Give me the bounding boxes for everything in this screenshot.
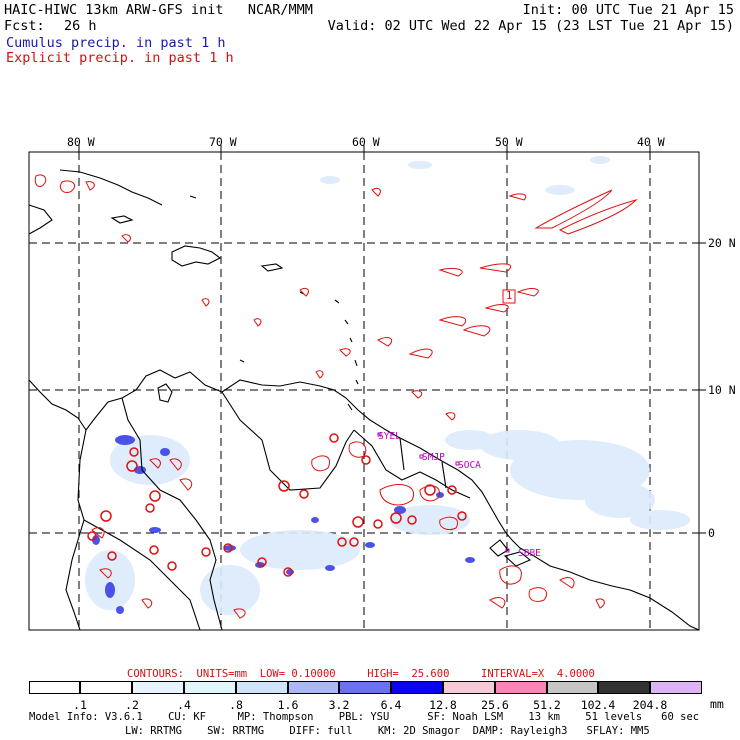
colorbar-label-11: 204.8 <box>632 698 668 712</box>
colorbar-box-10 <box>547 681 598 694</box>
colorbar-box-0 <box>29 681 80 694</box>
colorbar-label-3: .8 <box>229 698 243 712</box>
forecast-hours: 26 h <box>64 18 97 34</box>
model-info-line2: LW: RRTMG SW: RRTMG DIFF: full KM: 2D Sm… <box>125 725 650 737</box>
colorbar-units: mm <box>710 697 724 711</box>
colorbar-label-7: 12.8 <box>429 698 457 712</box>
colorbar-box-7 <box>391 681 443 694</box>
coastlines <box>28 169 700 631</box>
colorbar-label-4: 1.6 <box>277 698 299 712</box>
colorbar-box-4 <box>236 681 288 694</box>
station-label-syel: SYEL <box>378 431 401 442</box>
valid-time: Valid: 02 UTC Wed 22 Apr 15 (23 LST Tue … <box>327 18 734 34</box>
colorbar-box-8 <box>443 681 495 694</box>
max-marker-label: 1 <box>506 290 513 302</box>
init-time: Init: 00 UTC Tue 21 Apr 15 <box>522 2 734 18</box>
colorbar-label-0: .1 <box>73 698 87 712</box>
forecast-label: Fcst: <box>4 18 45 34</box>
lon-label-80w: 80 W <box>67 135 95 149</box>
colorbar-label-9: 51.2 <box>533 698 561 712</box>
lon-label-60w: 60 W <box>352 135 380 149</box>
lat-label-20n: 20 N <box>708 236 736 250</box>
station-label-smjp: SMJP <box>422 452 445 463</box>
legend-cumulus: Cumulus precip. in past 1 h <box>6 35 226 51</box>
lat-label-0: 0 <box>708 526 715 540</box>
lon-label-50w: 50 W <box>495 135 523 149</box>
model-title: HAIC-HIWC 13km ARW-GFS init NCAR/MMM <box>4 2 313 18</box>
colorbar-box-3 <box>184 681 236 694</box>
station-label-sbbe: SBBE <box>518 548 541 559</box>
lon-label-40w: 40 W <box>637 135 665 149</box>
lon-label-70w: 70 W <box>209 135 237 149</box>
colorbar-label-10: 102.4 <box>580 698 616 712</box>
explicit-precip-contours <box>34 174 638 619</box>
explicit-precip-cores <box>87 433 467 577</box>
model-info-line1: Model Info: V3.6.1 CU: KF MP: Thompson P… <box>29 711 700 723</box>
colorbar-box-1 <box>80 681 132 694</box>
station-label-soca: SOCA <box>458 460 481 471</box>
max-marker-box <box>502 289 516 304</box>
cumulus-precip-dark <box>92 435 475 614</box>
colorbar-label-2: .4 <box>177 698 191 712</box>
colorbar-box-2 <box>132 681 184 694</box>
colorbar-box-12 <box>650 681 702 694</box>
lat-label-10n: 10 N <box>708 383 736 397</box>
colorbar-box-6 <box>339 681 391 694</box>
colorbar-box-9 <box>495 681 547 694</box>
colorbar-label-1: .2 <box>125 698 139 712</box>
legend-explicit: Explicit precip. in past 1 h <box>6 50 234 66</box>
colorbar-box-5 <box>288 681 339 694</box>
graticule <box>29 152 699 630</box>
station-markers <box>377 432 510 553</box>
colorbar-label-5: 3.2 <box>328 698 350 712</box>
colorbar-label-6: 6.4 <box>380 698 402 712</box>
cumulus-precip-light <box>85 156 690 615</box>
colorbar-label-8: 25.6 <box>481 698 509 712</box>
colorbar-box-11 <box>598 681 650 694</box>
contours-info: CONTOURS: UNITS=mm LOW= 0.10000 HIGH= 25… <box>127 668 595 680</box>
